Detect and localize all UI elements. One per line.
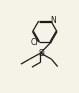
Text: N: N <box>50 16 56 25</box>
Text: Cl: Cl <box>31 38 38 47</box>
Text: Si: Si <box>39 49 46 58</box>
